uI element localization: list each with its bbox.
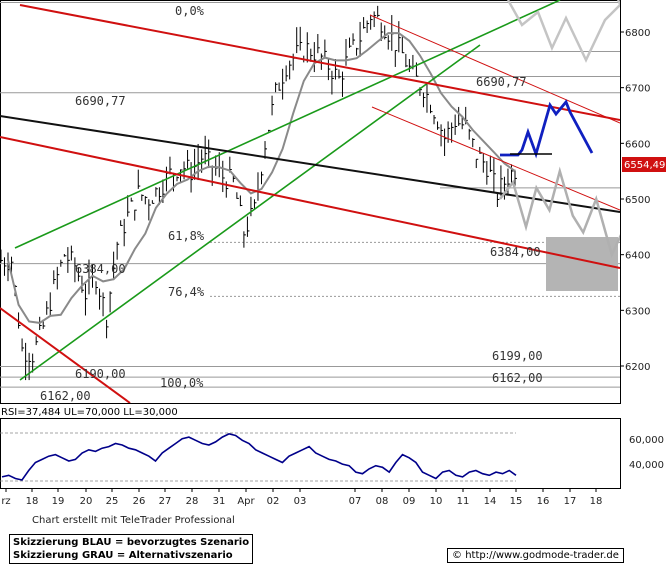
level-label-6162-right: 6162,00 [492, 371, 543, 385]
rsi-axis: 40,000 60,000 [629, 435, 664, 471]
date-tick-label: 03 [294, 496, 307, 507]
legend-gray: Skizzierung GRAU = Alternativszenario [13, 550, 233, 561]
chart-credit: Chart erstellt mit TeleTrader Profession… [32, 515, 235, 526]
rsi-panel [0, 432, 517, 482]
price-tick-label: 6600 [625, 139, 650, 150]
rsi-tick-label: 40,000 [629, 460, 664, 471]
red-channel-upper [369, 14, 620, 124]
fib-label-61: 61,8% [168, 229, 205, 243]
price-axis: 6200 6300 6400 6500 6600 6700 6800 [620, 28, 650, 373]
red-trendline-falling [0, 307, 131, 403]
level-label-6384-left: 6384,00 [75, 262, 126, 276]
date-axis: rz 18 19 20 25 26 27 28 31 Apr 02 03 07 08 09 10 11 14 15 1… [1, 488, 602, 507]
date-tick-label: 31 [213, 496, 226, 507]
date-tick-label: rz [1, 496, 10, 507]
rsi-line [1, 433, 517, 481]
price-tick-label: 6300 [625, 306, 650, 317]
source-link[interactable]: © http://www.godmode-trader.de [447, 548, 624, 563]
red-trendline-lower [0, 136, 620, 269]
red-channel-lower [371, 106, 620, 211]
date-tick-label: 26 [133, 496, 146, 507]
gray-scenario-top-stub [616, 0, 620, 7]
scenario-legend: Skizzierung BLAU = bevorzugtes Szenario … [9, 534, 254, 564]
red-trendline-upper [19, 4, 620, 121]
date-tick-label: 27 [159, 496, 172, 507]
price-tick-label: 6800 [625, 28, 650, 39]
date-tick-label: 10 [430, 496, 443, 507]
date-tick-label: 02 [267, 496, 280, 507]
price-tick-label: 6500 [625, 195, 650, 206]
price-panel: 0,0% 61,8% 76,4% 6690,77 6690,77 6384,00… [0, 0, 620, 403]
level-label-6199: 6199,00 [492, 349, 543, 363]
rsi-title: RSI=37,484 UL=70,000 LL=30,000 [1, 407, 178, 418]
rsi-tick-label: 60,000 [629, 435, 664, 446]
date-tick-label: 14 [484, 496, 497, 507]
black-trendline [0, 115, 620, 213]
rsi-panel-frame [0, 418, 621, 489]
gray-scenario-upper-path [506, 0, 620, 63]
fib-label-100: 100,0% [160, 376, 204, 390]
date-tick-label: 07 [349, 496, 362, 507]
fib-label-76: 76,4% [168, 285, 205, 299]
price-tick-label: 6400 [625, 251, 650, 262]
level-label-6190: 6190,00 [75, 367, 126, 381]
gray-scenario-path [499, 166, 620, 259]
date-tick-label: 09 [403, 496, 416, 507]
last-price-label: 6554,49 [624, 160, 665, 171]
level-label-6690-right: 6690,77 [476, 75, 527, 89]
source-url[interactable]: http://www.godmode-trader.de [465, 550, 619, 561]
price-series [0, 5, 517, 381]
level-lines [0, 1, 620, 388]
legend-blue: Skizzierung BLAU = bevorzugtes Szenario [13, 537, 250, 548]
date-tick-label: 16 [537, 496, 550, 507]
last-price-badge [622, 157, 666, 172]
level-label-6384-right: 6384,00 [490, 245, 541, 259]
level-label-6690-left: 6690,77 [75, 94, 126, 108]
date-tick-label: Apr [237, 496, 255, 507]
green-channel-lower [19, 44, 481, 381]
price-panel-frame [0, 0, 621, 404]
date-tick-label: 17 [564, 496, 577, 507]
date-tick-label: 08 [376, 496, 389, 507]
moving-average-line [7, 32, 516, 324]
price-tick-label: 6200 [625, 362, 650, 373]
price-tick-label: 6700 [625, 84, 650, 95]
blue-scenario-path [500, 99, 594, 159]
green-channel-upper [14, 0, 561, 249]
date-tick-label: 20 [80, 496, 93, 507]
fib-label-0: 0,0% [175, 4, 205, 18]
date-tick-label: 25 [106, 496, 119, 507]
date-tick-label: 19 [52, 496, 65, 507]
date-tick-label: 18 [590, 496, 603, 507]
level-label-6162-left: 6162,00 [40, 389, 91, 403]
date-tick-label: 18 [26, 496, 39, 507]
date-tick-label: 15 [510, 496, 523, 507]
date-tick-label: 11 [457, 496, 470, 507]
date-tick-label: 28 [186, 496, 199, 507]
target-zone-box [546, 237, 618, 291]
